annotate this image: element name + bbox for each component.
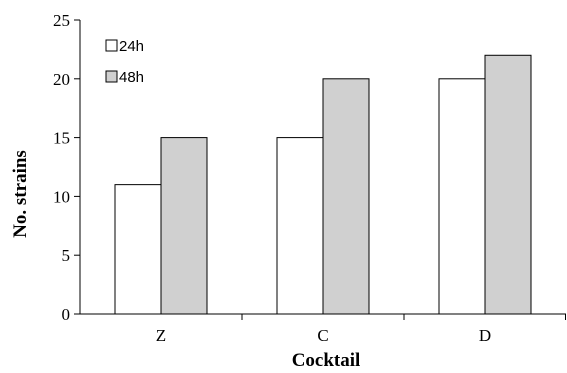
x-tick-label: Z <box>156 326 166 345</box>
legend: 24h 48h <box>105 38 144 86</box>
bars <box>114 54 532 315</box>
bar-48h-C <box>322 78 370 315</box>
legend-label-48h: 48h <box>119 69 144 86</box>
y-tick-label: 5 <box>62 246 71 265</box>
legend-swatch-24h <box>105 39 118 52</box>
x-axis-title: Cocktail <box>292 350 361 371</box>
bar-24h-Z <box>114 184 162 315</box>
y-tick-label: 20 <box>53 70 70 89</box>
y-axis-ticks: 0 5 10 15 20 25 <box>53 11 80 324</box>
legend-swatch-48h <box>105 70 118 83</box>
bar-24h-D <box>438 78 486 315</box>
bar-48h-Z <box>160 137 208 315</box>
x-tick-label: C <box>317 326 328 345</box>
bar-48h-D <box>484 54 532 315</box>
axes <box>79 20 566 315</box>
legend-label-24h: 24h <box>119 38 144 55</box>
y-axis-title: No. strains <box>10 150 31 238</box>
y-tick-label: 15 <box>53 129 70 148</box>
y-tick-label: 10 <box>53 187 70 206</box>
y-tick-label: 0 <box>62 305 71 324</box>
y-tick-label: 25 <box>53 11 70 30</box>
x-tick-label: D <box>479 326 491 345</box>
bar-24h-C <box>276 137 324 315</box>
